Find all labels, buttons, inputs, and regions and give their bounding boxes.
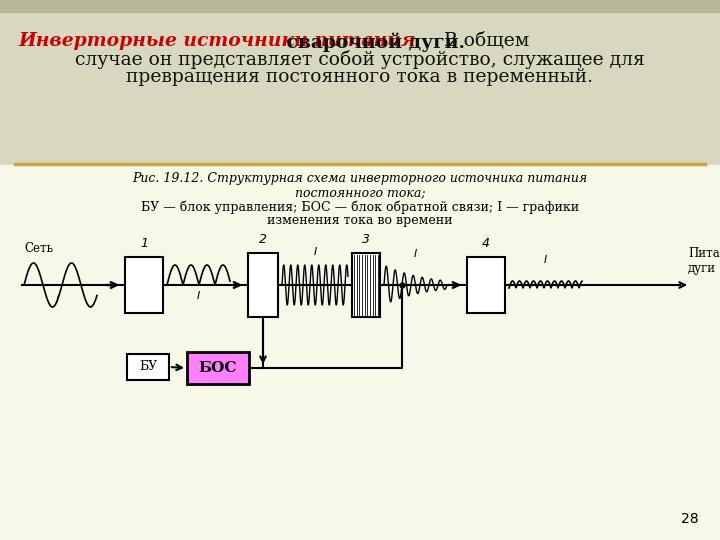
Text: I: I (197, 291, 199, 301)
Bar (125, 257, 163, 313)
Text: изменения тока во времени: изменения тока во времени (267, 214, 453, 227)
Text: I: I (313, 247, 317, 257)
Bar (0, 165, 720, 540)
Text: Рис. 19.12. Структурная схема инверторного источника питания: Рис. 19.12. Структурная схема инверторно… (132, 172, 588, 185)
Text: превращения постоянного тока в переменный.: превращения постоянного тока в переменны… (127, 68, 593, 86)
Text: В общем: В общем (432, 32, 529, 50)
Text: 1: 1 (140, 237, 148, 250)
Text: сварочной дуги.: сварочной дуги. (280, 32, 465, 51)
Text: постоянного тока;: постоянного тока; (294, 186, 426, 199)
Text: I: I (544, 255, 546, 265)
Text: 4: 4 (482, 237, 490, 250)
Bar (467, 257, 505, 313)
Text: Инверторные источники питания: Инверторные источники питания (18, 32, 415, 50)
Text: I: I (413, 249, 417, 259)
Text: Сеть: Сеть (24, 242, 53, 255)
Bar (248, 253, 278, 317)
Bar (0, 0, 720, 12)
Text: 3: 3 (362, 233, 370, 246)
Text: I: I (55, 295, 58, 305)
Text: —: — (256, 260, 270, 274)
Text: случае он представляет собой устройство, служащее для: случае он представляет собой устройство,… (75, 50, 645, 69)
Text: БУ: БУ (139, 361, 157, 374)
Bar (0, 0, 720, 165)
Bar (352, 253, 380, 317)
Text: Питание
дуги: Питание дуги (688, 247, 720, 275)
Text: БУ — блок управления; БОС — блок обратной связи; I — графики: БУ — блок управления; БОС — блок обратно… (141, 200, 579, 213)
Text: ~: ~ (256, 289, 271, 307)
Bar (127, 354, 169, 380)
Text: 2: 2 (259, 233, 267, 246)
Text: БОС: БОС (199, 361, 238, 375)
Bar (187, 352, 249, 384)
Text: 28: 28 (681, 512, 699, 526)
